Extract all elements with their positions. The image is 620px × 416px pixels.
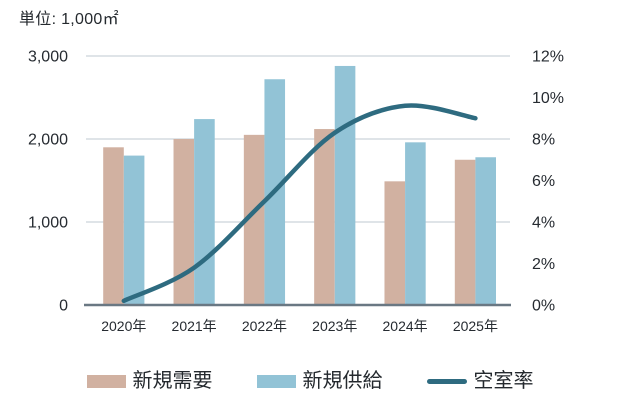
legend-label-vacancy: 空室率 [473, 370, 534, 392]
bar-demand-2023年 [314, 129, 335, 305]
unit-label: 単位: 1,000㎡ [19, 11, 119, 28]
bar-demand-2024年 [384, 181, 406, 305]
vacancy-rate-line [121, 103, 478, 304]
right-axis-tick-12: 12% [532, 49, 564, 66]
vacancy-line-swatch [426, 378, 467, 384]
legend-label-supply: 新規供給 [302, 370, 383, 392]
x-axis-label-2021年: 2021年 [172, 318, 217, 334]
bar-supply-2023年 [334, 65, 356, 306]
legend-item-supply: 新規供給 [256, 370, 383, 392]
bar-demand-2022年 [243, 134, 265, 305]
bar-supply-2020年 [123, 155, 145, 305]
bar-demand-2021年 [173, 139, 195, 305]
right-axis-tick-6: 6% [532, 173, 555, 190]
right-axis-tick-0: 0% [532, 298, 555, 315]
x-axis-label-2023年: 2023年 [312, 318, 357, 334]
right-axis-tick-8: 8% [532, 132, 555, 149]
demand-swatch [86, 374, 126, 388]
legend-item-demand: 新規需要 [86, 370, 213, 392]
x-axis-label-2022年: 2022年 [242, 318, 287, 334]
right-axis-tick-2: 2% [532, 256, 555, 273]
left-axis-tick-1000: 1,000 [28, 215, 68, 232]
bar-supply-2024年 [405, 142, 426, 305]
legend-label-demand: 新規需要 [132, 370, 213, 392]
legend: 新規需要 新規供給 空室率 [0, 371, 620, 391]
right-axis-tick-4: 4% [532, 215, 555, 232]
x-axis-label-2025年: 2025年 [453, 318, 498, 334]
x-axis-label-2020年: 2020年 [101, 318, 146, 334]
legend-item-vacancy: 空室率 [426, 370, 534, 392]
right-axis-tick-10: 10% [532, 90, 564, 107]
bar-demand-2020年 [103, 147, 124, 305]
left-axis-tick-0: 0 [59, 298, 68, 315]
x-axis-label-2024年: 2024年 [383, 318, 428, 334]
bar-supply-2025年 [475, 157, 496, 305]
bar-supply-2021年 [194, 119, 215, 305]
bar-demand-2025年 [454, 159, 476, 305]
left-axis-tick-3000: 3,000 [28, 49, 68, 66]
left-axis-tick-2000: 2,000 [28, 132, 68, 149]
bar-line-chart: 3,000 2,000 1,000 0 12% 10% 8% 6% 4% 2% 0% 2020年 202… [28, 49, 564, 335]
supply-swatch [256, 374, 296, 388]
